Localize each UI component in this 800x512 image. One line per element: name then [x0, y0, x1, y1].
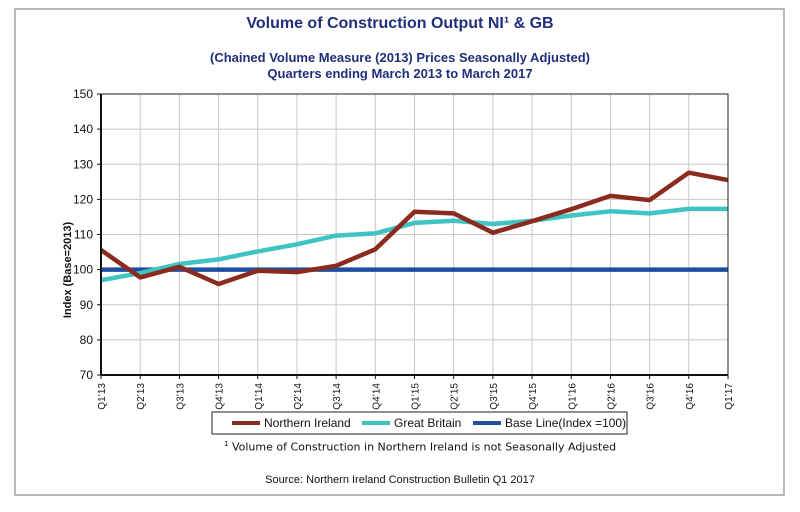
y-tick-label: 70 — [80, 368, 94, 382]
legend-label: Northern Ireland — [264, 416, 351, 430]
footnote: 1 Volume of Construction in Northern Ire… — [224, 440, 616, 454]
x-tick-label: Q3’14 — [332, 383, 343, 410]
x-tick-label: Q1’14 — [254, 383, 265, 410]
y-tick-label: 90 — [80, 298, 94, 312]
axes — [97, 93, 729, 379]
series-line-great-britain — [100, 206, 728, 283]
y-tick-label: 110 — [74, 228, 93, 242]
y-tick-label: 120 — [73, 192, 93, 206]
x-tick-label: Q1’16 — [567, 383, 578, 410]
y-tick-label: 80 — [80, 333, 94, 347]
legend: Northern Ireland Great Britain Base Line(I… — [211, 411, 628, 435]
y-tick-label: 130 — [73, 157, 93, 171]
source-note: Source: Northern Ireland Construction Bu… — [265, 474, 535, 486]
footnote-text: Volume of Construction in Northern Irela… — [228, 440, 617, 454]
x-tick-label: Q1’15 — [411, 383, 422, 410]
y-tick-label: 100 — [73, 263, 93, 277]
x-tick-label: Q3’13 — [175, 383, 186, 410]
series-lines — [99, 170, 729, 287]
x-tick-label: Q3’15 — [489, 383, 500, 410]
chart-subtitle-period: Quarters ending March 2013 to March 2017 — [267, 66, 533, 81]
y-axis-title: Index (Base=2013) — [62, 222, 74, 319]
gridlines — [100, 93, 729, 376]
legend-box — [211, 411, 628, 435]
x-tick-labels: Q1’13 Q2’13 Q3’13 Q4’13 Q1’14 Q2’14 Q3’14 Q4’14… — [97, 383, 735, 410]
x-tick-label: Q4’15 — [528, 383, 539, 410]
y-tick-label: 150 — [73, 87, 93, 101]
x-tick-label: Q4’13 — [215, 383, 226, 410]
x-tick-label: Q1’17 — [724, 383, 735, 410]
chart-title: Volume of Construction Output NI¹ & GB — [246, 15, 554, 32]
chart-frame — [14, 8, 785, 496]
series-line-northern-ireland — [99, 170, 729, 287]
x-tick-label: Q1’13 — [97, 383, 108, 410]
x-tick-label: Q3’16 — [646, 383, 657, 410]
footnote-marker: 1 — [224, 440, 229, 448]
y-tick-labels: 70 80 90 100 110 120 130 140 150 — [73, 87, 93, 382]
x-tick-label: Q4’14 — [371, 383, 382, 410]
x-tick-label: Q2’13 — [136, 383, 147, 410]
x-tick-label: Q2’16 — [606, 383, 617, 410]
chart-subtitle-measure: (Chained Volume Measure (2013) Prices Se… — [209, 50, 590, 65]
legend-label: Base Line(Index =100) — [505, 416, 626, 430]
y-tick-label: 140 — [73, 122, 93, 136]
x-tick-label: Q4’16 — [685, 383, 696, 410]
x-tick-label: Q2’14 — [293, 383, 304, 410]
legend-label: Great Britain — [394, 416, 461, 430]
x-tick-label: Q2’15 — [450, 383, 461, 410]
